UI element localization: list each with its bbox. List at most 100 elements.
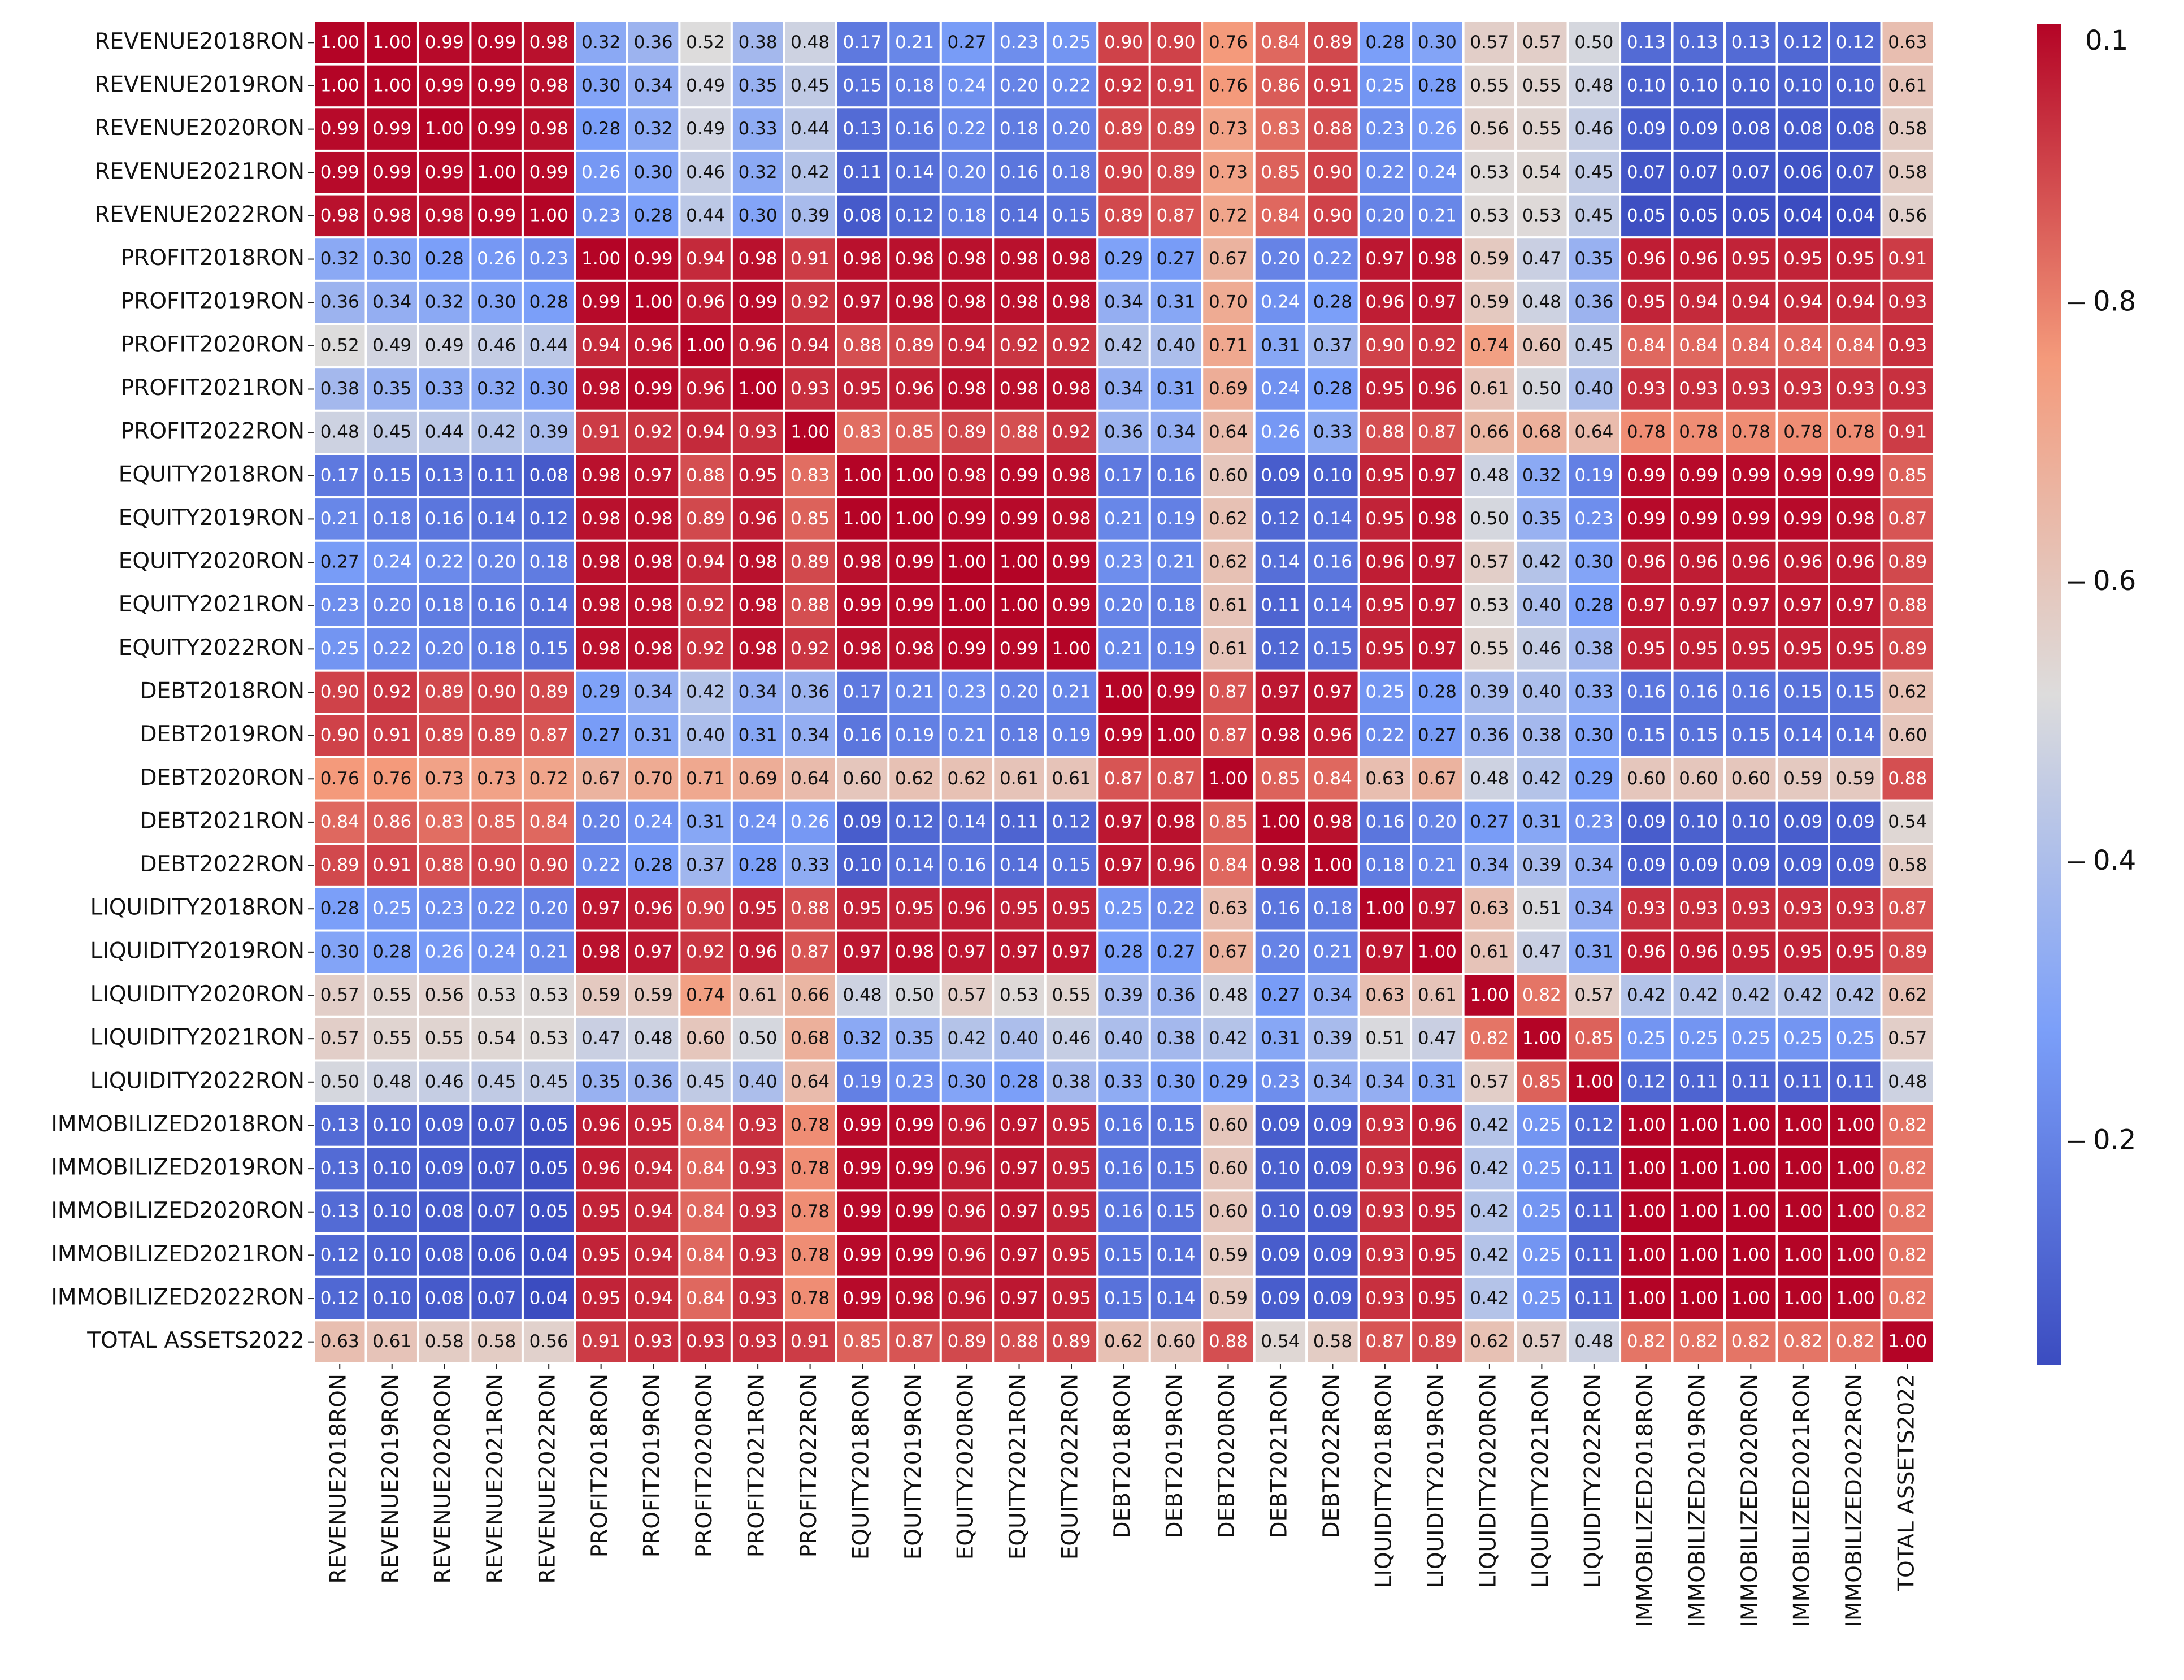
heatmap-cell (1880, 799, 1935, 845)
cell-label: 0.16 (895, 119, 934, 139)
cell-label: 0.98 (948, 292, 987, 312)
cell-label: 0.34 (739, 682, 778, 702)
heatmap-cell (626, 1189, 681, 1235)
cell-label: 0.45 (1574, 335, 1613, 355)
cell-label: 0.53 (1470, 595, 1509, 615)
cell-label: 1.00 (1731, 1245, 1770, 1265)
cell-label: 0.07 (1836, 162, 1875, 183)
cell-label: 0.24 (477, 941, 516, 962)
cell-label: 0.98 (1052, 465, 1091, 485)
cell-label: 0.61 (739, 985, 778, 1005)
cell-label: 0.39 (1522, 855, 1561, 875)
heatmap-cell (1410, 799, 1465, 845)
heatmap-cell (1410, 626, 1465, 672)
cell-label: 0.90 (1156, 32, 1195, 53)
cell-label: 0.97 (1418, 898, 1457, 919)
cell-label: 0.98 (895, 639, 934, 659)
cell-label: 0.98 (581, 595, 620, 615)
heatmap-cell (364, 626, 419, 672)
heatmap-cell (1253, 63, 1308, 109)
cell-label: 0.35 (1574, 249, 1613, 269)
x-tick-label: DEBT2020RON (1214, 1374, 1240, 1538)
cell-label: 0.88 (1313, 119, 1352, 139)
cell-label: 0.20 (1000, 682, 1039, 702)
cell-label: 0.99 (1627, 465, 1666, 485)
cell-label: 1.00 (1104, 682, 1143, 702)
cell-label: 0.95 (1052, 1115, 1091, 1135)
cell-label: 0.10 (1783, 75, 1822, 95)
heatmap-cell (835, 149, 890, 196)
y-tick-label: PROFIT2020RON (121, 332, 305, 357)
heatmap-cell (1775, 149, 1831, 196)
heatmap-cell (1514, 63, 1569, 109)
heatmap-cell (1671, 929, 1726, 975)
cell-label: 1.00 (1731, 1158, 1770, 1179)
heatmap-cell (364, 669, 419, 715)
cell-label: 0.36 (634, 32, 673, 53)
colorbar-notch (2061, 560, 2063, 606)
cell-label: 0.15 (1156, 1115, 1195, 1135)
cell-label: 0.97 (948, 941, 987, 962)
cell-label: 0.95 (1627, 292, 1666, 312)
cell-label: 0.60 (1209, 1115, 1248, 1135)
heatmap-cell (835, 279, 890, 325)
cell-label: 0.08 (1836, 119, 1875, 139)
heatmap-cell (1148, 63, 1204, 109)
cell-label: 0.09 (1313, 1158, 1352, 1179)
cell-label: 0.18 (948, 205, 987, 225)
cell-label: 0.55 (1470, 75, 1509, 95)
cell-label: 0.10 (1679, 75, 1718, 95)
cell-label: 1.00 (843, 509, 882, 529)
cell-label: 0.26 (477, 249, 516, 269)
cell-label: 0.08 (843, 205, 882, 225)
cell-label: 0.84 (686, 1245, 725, 1265)
heatmap-cell (1566, 713, 1622, 758)
cell-label: 0.28 (1000, 1071, 1039, 1092)
cell-label: 0.27 (1418, 725, 1457, 745)
cell-label: 0.76 (1209, 75, 1248, 95)
cell-label: 0.17 (843, 682, 882, 702)
cell-label: 0.09 (1783, 811, 1822, 832)
cell-label: 1.00 (477, 162, 516, 183)
cell-label: 0.26 (581, 162, 620, 183)
cell-label: 0.30 (529, 379, 568, 399)
cell-label: 0.19 (1156, 509, 1195, 529)
cell-label: 0.64 (791, 769, 830, 789)
cell-label: 0.25 (1627, 1028, 1666, 1049)
cell-label: 0.34 (634, 75, 673, 95)
cell-label: 0.96 (1836, 552, 1875, 572)
cell-label: 0.98 (895, 292, 934, 312)
x-tick-label: REVENUE2018RON (326, 1374, 351, 1584)
heatmap-cell (1305, 20, 1360, 66)
cell-label: 0.16 (1000, 162, 1039, 183)
cell-label: 0.28 (1313, 292, 1352, 312)
cell-label: 0.93 (1888, 292, 1927, 312)
cell-label: 0.98 (529, 75, 568, 95)
cell-label: 0.59 (634, 985, 673, 1005)
cell-label: 0.99 (895, 1115, 934, 1135)
cell-label: 0.16 (1261, 898, 1300, 919)
heatmap-cell (1096, 929, 1151, 975)
cell-label: 0.14 (1313, 595, 1352, 615)
y-tick-label: DEBT2022RON (140, 852, 305, 877)
heatmap-cell (1148, 973, 1204, 1018)
heatmap-cell (1880, 583, 1935, 629)
heatmap-cell (1096, 1319, 1151, 1365)
cell-label: 0.99 (1783, 509, 1822, 529)
cell-label: 1.00 (895, 465, 934, 485)
heatmap-cell (835, 713, 890, 758)
cell-label: 0.34 (1470, 855, 1509, 875)
cell-label: 1.00 (1627, 1245, 1666, 1265)
cell-label: 0.30 (1418, 32, 1457, 53)
heatmap-cell (1828, 63, 1883, 109)
heatmap-cell (1096, 453, 1151, 499)
cell-label: 1.00 (1836, 1288, 1875, 1309)
cell-label: 0.90 (1104, 32, 1143, 53)
cell-label: 0.25 (1522, 1245, 1561, 1265)
heatmap-cell (1357, 843, 1413, 888)
y-tick-label: REVENUE2019RON (94, 72, 305, 97)
cell-label: 0.34 (1365, 1071, 1404, 1092)
cell-label: 0.25 (1522, 1288, 1561, 1309)
cell-label: 0.98 (739, 639, 778, 659)
cell-label: 0.11 (1000, 811, 1039, 832)
